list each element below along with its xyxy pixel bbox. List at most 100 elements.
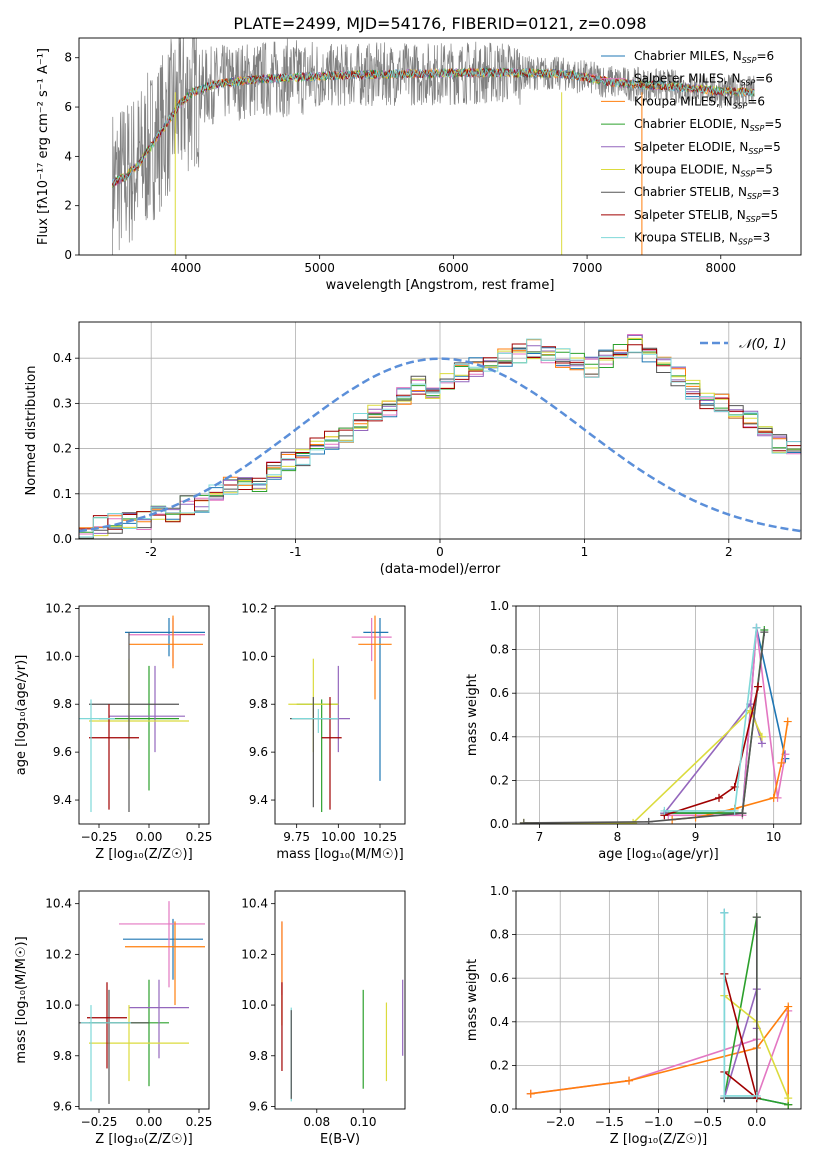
y-tick-label: 0.6 <box>490 686 509 700</box>
axes-mass_vs_ebv: 0.08 0.10 9.6 9.8 10.0 10.2 10.4 E(B-V) <box>241 890 406 1147</box>
y-tick-label: 9.8 <box>249 697 268 711</box>
x-tick-label: 0.00 <box>136 1115 163 1129</box>
y-tick-label: 9.6 <box>53 1099 72 1113</box>
x-axis-label: age [log₁₀(age/yr)] <box>598 847 719 862</box>
axes-residual_hist: -2 -1 0 1 2 0.0 0.1 0.2 0.3 0.4 (data-model)/error… <box>24 321 802 577</box>
legend-entry-label: Salpeter MILES, NSSP=6 <box>634 72 773 88</box>
observed-spectrum <box>112 38 755 255</box>
mass-weight-marker <box>752 1091 761 1100</box>
legend-entry-label: 𝒩(0, 1) <box>739 337 786 352</box>
y-tick-label: 8 <box>64 51 72 65</box>
x-tick-label: 8000 <box>706 261 737 275</box>
y-tick-label: 9.4 <box>249 793 268 807</box>
x-tick-label: −2.0 <box>546 1115 575 1129</box>
mass-weight-marker <box>752 623 761 632</box>
y-tick-label: 10.0 <box>45 998 72 1012</box>
x-tick-label: 10.25 <box>363 830 397 844</box>
x-axis-label: E(B-V) <box>320 1132 360 1147</box>
model-spectrum-line <box>112 67 755 188</box>
mass-weight-marker <box>730 806 739 815</box>
mass-weight-marker <box>752 913 761 922</box>
legend-entry-label: Salpeter STELIB, NSSP=5 <box>634 208 778 224</box>
y-tick-label: 10.0 <box>241 998 268 1012</box>
plot-area-mass_vs_ebv <box>281 921 404 1102</box>
x-tick-label: 0.08 <box>303 1115 330 1129</box>
y-tick-label: 9.6 <box>249 1099 268 1113</box>
y-tick-label: 9.6 <box>249 745 268 759</box>
y-tick-label: 10.4 <box>45 897 72 911</box>
x-tick-label: -2 <box>145 545 157 559</box>
plot-area-age_vs_Z <box>79 615 205 813</box>
axes-mw_vs_Z: −2.0 −1.5 −1.0 −0.5 0.0 0.0 0.2 0.4 0.6 0.8 1.0 Z [… <box>465 884 802 1147</box>
mass-weight-marker <box>660 806 669 815</box>
y-axis-label: mass [log₁₀(M/M☉)] <box>14 936 29 1063</box>
y-axis-label: Normed distribution <box>24 366 39 496</box>
plot-area-age_vs_mass <box>288 615 392 813</box>
axes-age_vs_Z: −0.25 0.00 0.25 9.4 9.6 9.8 10.0 10.2 Z [log₁₀(Z… <box>14 601 212 862</box>
legend-entry-label: Kroupa ELODIE, NSSP=5 <box>634 163 773 179</box>
x-axis-label: (data-model)/error <box>380 562 501 577</box>
mass-weight-line <box>523 632 766 824</box>
x-axis-label: Z [log₁₀(Z/Z☉)] <box>95 1132 192 1147</box>
mass-weight-marker <box>769 793 778 802</box>
x-tick-label: 0.0 <box>747 1115 766 1129</box>
x-tick-label: 0.10 <box>350 1115 377 1129</box>
x-tick-label: 0 <box>436 545 444 559</box>
legend-entry-label: Salpeter ELODIE, NSSP=5 <box>634 140 781 156</box>
y-tick-label: 6 <box>64 100 72 114</box>
mass-weight-marker <box>625 1076 634 1085</box>
y-tick-label: 0.0 <box>490 1102 509 1116</box>
y-tick-label: 10.2 <box>45 947 72 961</box>
x-tick-label: -1 <box>290 545 302 559</box>
mass-weight-line <box>664 627 758 812</box>
y-tick-label: 10.2 <box>45 601 72 615</box>
x-tick-label: 2 <box>725 545 733 559</box>
gaussian-curve <box>79 357 801 533</box>
y-tick-label: 0.2 <box>53 442 72 456</box>
axes-frame <box>78 605 210 825</box>
y-tick-label: 10.2 <box>241 947 268 961</box>
mass-weight-marker <box>784 1094 793 1103</box>
model-spectrum-line <box>112 67 755 185</box>
y-tick-label: 0.8 <box>490 643 509 657</box>
mass-weight-marker <box>738 809 747 818</box>
mass-weight-marker <box>526 1089 535 1098</box>
x-tick-label: −1.5 <box>595 1115 624 1129</box>
legend-entry-label: Kroupa STELIB, NSSP=3 <box>634 231 770 247</box>
y-tick-label: 10.0 <box>241 649 268 663</box>
x-tick-label: 10 <box>766 830 781 844</box>
mass-weight-marker <box>754 682 763 691</box>
plot-area-spectrum <box>112 38 755 255</box>
mass-weight-line <box>668 627 787 817</box>
x-tick-label: 0.00 <box>136 830 163 844</box>
y-axis-label: age [log₁₀(age/yr)] <box>14 655 29 776</box>
axes-frame <box>78 321 802 540</box>
x-tick-label: 9 <box>692 830 700 844</box>
y-tick-label: 1.0 <box>490 884 509 898</box>
legend-entry-label: Chabrier STELIB, NSSP=3 <box>634 185 779 201</box>
legend-entry-label: Chabrier ELODIE, NSSP=5 <box>634 117 782 133</box>
mass-weight-marker <box>629 818 638 824</box>
y-tick-label: 9.8 <box>53 697 72 711</box>
mass-weight-line <box>664 686 759 817</box>
legend-entry-label: Kroupa MILES, NSSP=6 <box>634 94 765 110</box>
mass-weight-marker <box>720 908 729 917</box>
axes-mass_vs_Z: −0.25 0.00 0.25 9.6 9.8 10.0 10.2 10.4 Z [log₁₀(… <box>14 890 212 1147</box>
y-tick-label: 10.4 <box>241 897 268 911</box>
y-axis-label: mass weight <box>465 959 480 1041</box>
y-tick-label: 0.3 <box>53 396 72 410</box>
y-tick-label: 0.2 <box>490 1058 509 1072</box>
x-tick-label: −0.25 <box>81 1115 118 1129</box>
plot-area-residual_hist <box>79 334 801 539</box>
x-axis-label: mass [log₁₀(M/M☉)] <box>276 847 403 862</box>
y-tick-label: 9.4 <box>53 793 72 807</box>
x-tick-label: 10.00 <box>321 830 355 844</box>
mass-weight-line <box>530 1010 789 1099</box>
spectrum-legend: Chabrier MILES, NSSP=6 Salpeter MILES, NS… <box>601 49 782 247</box>
axes-age_vs_mass: 9.75 10.00 10.25 9.4 9.6 9.8 10.0 10.2 mass [log… <box>241 601 406 862</box>
axes-frame <box>78 890 210 1110</box>
x-tick-label: 0.25 <box>186 830 213 844</box>
y-tick-label: 0.2 <box>490 773 509 787</box>
y-tick-label: 9.8 <box>249 1049 268 1063</box>
